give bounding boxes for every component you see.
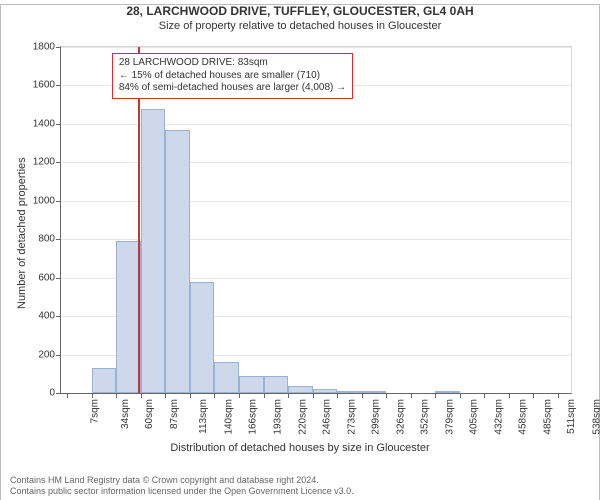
x-tick bbox=[190, 393, 191, 398]
histogram-bar bbox=[239, 376, 264, 393]
x-tick-label: 432sqm bbox=[494, 399, 505, 435]
x-tick-label: 379sqm bbox=[445, 399, 456, 435]
x-tick-label: 166sqm bbox=[248, 399, 259, 435]
x-tick bbox=[116, 393, 117, 398]
histogram-bar bbox=[337, 391, 362, 393]
y-tick-label: 600 bbox=[38, 272, 61, 283]
x-tick bbox=[386, 393, 387, 398]
x-axis-title: Distribution of detached houses by size … bbox=[0, 442, 600, 454]
plot-area: 02004006008001000120014001600180028 LARC… bbox=[60, 46, 572, 394]
x-tick-label: 299sqm bbox=[371, 399, 382, 435]
x-tick-label: 511sqm bbox=[566, 399, 577, 434]
y-tick-label: 1600 bbox=[33, 80, 61, 91]
reference-line bbox=[138, 47, 140, 393]
x-tick bbox=[313, 393, 314, 398]
x-tick-label: 220sqm bbox=[298, 399, 309, 435]
histogram-bar bbox=[288, 386, 313, 393]
x-tick-label: 458sqm bbox=[518, 399, 529, 435]
chart-subtitle: Size of property relative to detached ho… bbox=[0, 20, 600, 32]
x-tick bbox=[337, 393, 338, 398]
histogram-bar bbox=[264, 376, 288, 393]
y-tick-label: 1800 bbox=[33, 42, 61, 53]
x-tick-label: 193sqm bbox=[273, 399, 284, 435]
histogram-bar bbox=[141, 109, 165, 393]
x-tick bbox=[558, 393, 559, 398]
x-tick-label: 87sqm bbox=[169, 399, 180, 429]
y-tick-label: 400 bbox=[38, 311, 61, 322]
x-tick-label: 405sqm bbox=[469, 399, 480, 435]
histogram-bar bbox=[214, 362, 239, 393]
histogram-bar bbox=[190, 282, 214, 393]
x-tick bbox=[92, 393, 93, 398]
x-tick-label: 352sqm bbox=[420, 399, 431, 435]
chart-root: 28, LARCHWOOD DRIVE, TUFFLEY, GLOUCESTER… bbox=[0, 4, 600, 500]
attribution-line-1: Contains HM Land Registry data © Crown c… bbox=[10, 475, 354, 487]
x-tick bbox=[435, 393, 436, 398]
chart-title: 28, LARCHWOOD DRIVE, TUFFLEY, GLOUCESTER… bbox=[0, 4, 600, 18]
x-tick bbox=[264, 393, 265, 398]
x-tick bbox=[141, 393, 142, 398]
x-tick-label: 34sqm bbox=[120, 399, 131, 429]
annotation-line: 84% of semi-detached houses are larger (… bbox=[119, 82, 346, 95]
attribution-line-2: Contains public sector information licen… bbox=[10, 486, 354, 498]
x-tick bbox=[484, 393, 485, 398]
annotation-line: 28 LARCHWOOD DRIVE: 83sqm bbox=[119, 57, 346, 70]
y-tick-label: 1200 bbox=[33, 157, 61, 168]
histogram-bar bbox=[362, 391, 386, 393]
histogram-bar bbox=[165, 130, 190, 393]
y-tick-label: 0 bbox=[49, 388, 61, 399]
x-tick bbox=[288, 393, 289, 398]
y-tick-label: 800 bbox=[38, 234, 61, 245]
attribution: Contains HM Land Registry data © Crown c… bbox=[10, 475, 354, 498]
titles: 28, LARCHWOOD DRIVE, TUFFLEY, GLOUCESTER… bbox=[0, 4, 600, 32]
y-tick-label: 1000 bbox=[33, 195, 61, 206]
x-tick bbox=[67, 393, 68, 398]
y-tick-label: 1400 bbox=[33, 118, 61, 129]
histogram-bar bbox=[92, 368, 116, 393]
annotation-line: ← 15% of detached houses are smaller (71… bbox=[119, 70, 346, 83]
x-tick-label: 60sqm bbox=[144, 399, 155, 429]
histogram-bar bbox=[435, 391, 460, 393]
annotation-box: 28 LARCHWOOD DRIVE: 83sqm← 15% of detach… bbox=[112, 53, 353, 99]
x-tick bbox=[509, 393, 510, 398]
x-tick bbox=[411, 393, 412, 398]
x-tick bbox=[533, 393, 534, 398]
y-axis-title: Number of detached properties bbox=[16, 157, 28, 309]
x-tick bbox=[362, 393, 363, 398]
x-tick-label: 113sqm bbox=[198, 399, 209, 434]
x-tick bbox=[214, 393, 215, 398]
x-tick-label: 246sqm bbox=[322, 399, 333, 435]
x-tick-label: 326sqm bbox=[396, 399, 407, 435]
x-tick bbox=[460, 393, 461, 398]
x-tick-label: 7sqm bbox=[90, 399, 101, 423]
x-tick-label: 538sqm bbox=[592, 399, 600, 435]
x-tick bbox=[239, 393, 240, 398]
y-tick-label: 200 bbox=[38, 349, 61, 360]
x-tick-label: 140sqm bbox=[224, 399, 235, 435]
x-tick-label: 485sqm bbox=[543, 399, 554, 435]
x-tick-label: 273sqm bbox=[347, 399, 358, 435]
x-tick bbox=[165, 393, 166, 398]
histogram-bar bbox=[313, 389, 337, 393]
